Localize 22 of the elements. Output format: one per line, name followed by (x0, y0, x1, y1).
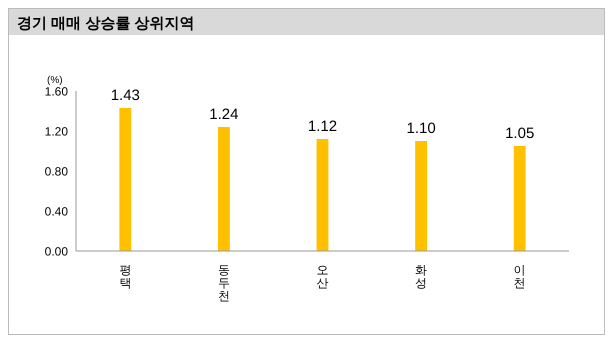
y-tick-label: 0.80 (44, 164, 68, 178)
x-tick-label: 오산 (316, 263, 328, 290)
data-label: 1.05 (505, 125, 534, 142)
data-label: 1.43 (110, 87, 140, 104)
y-tick-label: 1.60 (44, 84, 68, 98)
x-tick-label: 평택 (119, 263, 132, 290)
bar (119, 108, 132, 251)
data-label: 1.10 (406, 120, 436, 137)
x-tick-label: 화성 (415, 263, 428, 290)
y-tick-label: 1.20 (44, 124, 68, 138)
y-tick-label: 0.40 (44, 204, 68, 218)
x-tick-label: 동두천 (218, 263, 230, 303)
y-axis-title: (%) (47, 75, 63, 86)
bar (415, 141, 428, 251)
x-tick-label: 이천 (514, 263, 526, 290)
y-tick-label: 0.00 (44, 244, 68, 258)
data-label: 1.24 (209, 106, 238, 123)
data-label: 1.12 (308, 118, 338, 135)
bar (514, 146, 526, 251)
bar (316, 139, 328, 251)
chart-title: 경기 매매 상승률 상위지역 (9, 9, 604, 35)
bar (218, 127, 230, 251)
